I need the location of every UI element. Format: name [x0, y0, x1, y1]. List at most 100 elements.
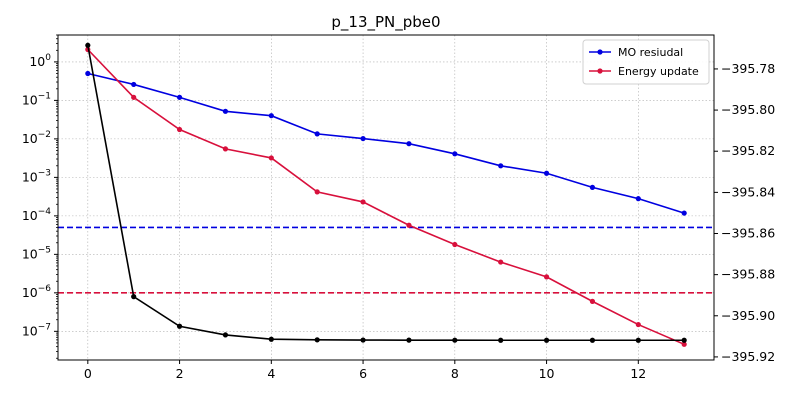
series-line [87, 45, 685, 342]
x-tick-label: 6 [359, 366, 367, 381]
x-tick-label: 2 [176, 366, 184, 381]
right-tick-label: −395.84 [721, 184, 775, 199]
data-point [589, 184, 596, 190]
x-tick-label: 0 [84, 366, 92, 381]
data-point [681, 337, 687, 343]
series-2 [85, 42, 687, 343]
x-tick-label: 4 [267, 366, 275, 381]
data-point [681, 341, 687, 347]
data-point [268, 113, 274, 119]
legend-label: Energy update [618, 65, 699, 78]
left-tick-label: 10−4 [22, 207, 51, 223]
left-tick-base: 10 [29, 54, 45, 69]
right-tick-label: −395.86 [721, 225, 775, 240]
data-point [543, 170, 550, 176]
right-tick-label: −395.92 [721, 349, 775, 364]
x-tick-label: 8 [451, 366, 459, 381]
data-point [176, 94, 183, 100]
x-axis: 0 2 4 6 8 10 12 [84, 360, 646, 381]
data-point [222, 332, 229, 338]
data-point [268, 336, 274, 342]
data-point [268, 155, 274, 161]
left-tick-base: 10 [22, 285, 38, 300]
data-point [314, 337, 320, 343]
data-point [635, 337, 641, 343]
data-point [176, 323, 183, 329]
data-point [635, 196, 641, 202]
right-tick-label: −395.82 [721, 143, 775, 158]
left-tick-exponent: −3 [38, 168, 51, 178]
data-point [406, 222, 412, 228]
legend-swatch-marker [597, 49, 603, 55]
left-tick-base: 10 [22, 208, 38, 223]
data-point [498, 337, 504, 343]
series-1 [85, 46, 687, 347]
data-point [176, 126, 183, 133]
series-layer [85, 42, 687, 347]
legend-box [582, 39, 710, 85]
data-point [360, 337, 366, 343]
data-point [406, 141, 412, 147]
data-point [314, 189, 320, 195]
data-point [131, 81, 137, 88]
data-point [131, 94, 137, 100]
data-point [131, 294, 137, 300]
left-tick-base: 10 [22, 92, 38, 107]
left-tick-exponent: −2 [38, 130, 51, 140]
left-tick-label: 10−6 [22, 284, 51, 300]
data-point [543, 274, 550, 280]
legend-swatch-marker [597, 68, 603, 74]
series-0 [85, 70, 687, 216]
left-tick-label: 10−1 [22, 91, 51, 107]
left-tick-label: 10−5 [22, 245, 51, 261]
chart-title: p_13_PN_pbe0 [331, 13, 440, 32]
right-tick-label: −395.80 [721, 102, 775, 117]
data-point [85, 42, 91, 48]
left-tick-exponent: −5 [38, 245, 51, 255]
data-point [543, 337, 550, 343]
data-point [589, 298, 596, 304]
data-point [635, 321, 641, 328]
right-axis: −395.78 −395.80 −395.82 −395.84 −395.86 −395.… [714, 61, 775, 364]
left-tick-exponent: −7 [38, 322, 51, 332]
left-tick-exponent: −6 [38, 284, 52, 294]
data-point [452, 337, 458, 343]
legend-label: MO resiudal [618, 46, 683, 59]
data-point [498, 163, 504, 169]
left-tick-base: 10 [22, 246, 38, 261]
x-tick-label: 12 [630, 366, 646, 381]
data-point [85, 70, 91, 77]
left-tick-base: 10 [22, 131, 38, 146]
left-tick-label: 10−3 [22, 168, 51, 184]
data-point [360, 199, 366, 205]
left-tick-base: 10 [22, 169, 38, 184]
data-point [452, 151, 458, 157]
series-line [87, 48, 685, 346]
legend: MO resiudal Energy update [582, 39, 710, 85]
data-point [360, 135, 366, 142]
data-point [222, 108, 229, 114]
data-point [222, 146, 229, 152]
series-line [87, 72, 685, 214]
data-point [498, 259, 504, 265]
x-tick-label: 10 [539, 366, 555, 381]
left-tick-label: 100 [29, 53, 51, 69]
left-tick-exponent: 0 [45, 53, 51, 63]
right-tick-label: −395.88 [721, 267, 775, 282]
data-point [681, 210, 687, 216]
data-point [452, 241, 458, 248]
left-tick-base: 10 [22, 323, 38, 338]
left-tick-label: 10−2 [22, 130, 51, 146]
data-point [406, 337, 412, 343]
right-tick-label: −395.78 [721, 61, 775, 76]
reference-lines [58, 226, 714, 294]
right-tick-label: −395.90 [721, 308, 775, 323]
grid-lines [58, 35, 714, 360]
left-tick-exponent: −1 [38, 91, 51, 101]
data-point [314, 131, 320, 137]
left-tick-exponent: −4 [38, 207, 52, 217]
data-point [589, 337, 596, 343]
left-tick-label: 10−7 [22, 322, 51, 338]
